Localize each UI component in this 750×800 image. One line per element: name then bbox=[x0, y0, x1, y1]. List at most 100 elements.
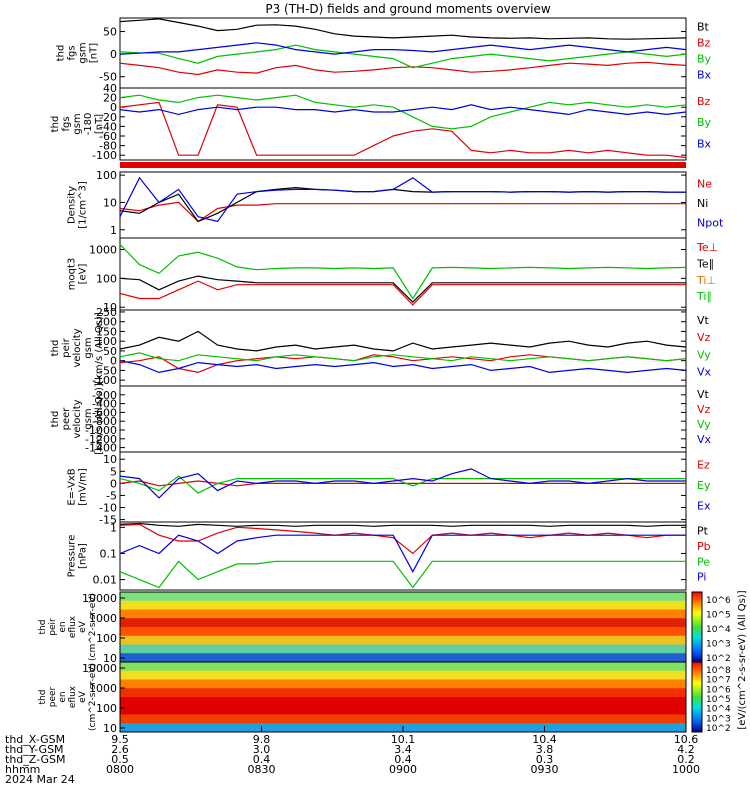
y-axis-label: eV bbox=[78, 620, 88, 633]
x-tick-label: 10.4 bbox=[532, 733, 557, 746]
colorbar bbox=[691, 661, 703, 733]
colorbar-tick-label: 10^8 bbox=[706, 666, 731, 676]
legend-entry: Ey bbox=[697, 479, 711, 492]
y-axis-label: thd bbox=[50, 340, 61, 357]
y-tick-label: 5 bbox=[110, 465, 117, 478]
legend-entry: Bx bbox=[697, 68, 712, 81]
series-line-Vt bbox=[119, 330, 687, 352]
legend-entry: Ti∥ bbox=[696, 290, 712, 303]
colorbar-tick-label: 10^3 bbox=[706, 714, 731, 724]
spectrogram-band bbox=[120, 600, 686, 610]
x-row-label: thd_Y-GSM bbox=[5, 743, 64, 756]
date-label: 2024 Mar 24 bbox=[5, 773, 75, 786]
spectrogram-band bbox=[120, 662, 686, 672]
colorbar-tick-label: 10^4 bbox=[706, 625, 731, 635]
y-axis-label: -180 bbox=[83, 113, 94, 136]
panel-fgs-gsm: 50 0 -50 thd fgs gsm [nT] Bt Bz By Bx bbox=[56, 17, 712, 89]
legend-entry: By bbox=[697, 116, 712, 129]
y-tick-label: -600 bbox=[92, 406, 117, 419]
y-tick-label: 0 bbox=[110, 477, 117, 490]
spectrogram-band bbox=[120, 679, 686, 689]
y-tick-label: 150 bbox=[96, 325, 117, 338]
y-axis-label: [km/s (All Qs)] bbox=[94, 312, 105, 384]
legend-entry: Ex bbox=[697, 500, 711, 513]
orbit-bar bbox=[120, 162, 686, 168]
panel-temperature: 10 100 1000 moqt3 [eV] Te⊥ Te∥ Ti⊥ Ti∥ bbox=[67, 237, 718, 314]
legend-entry: Vz bbox=[697, 331, 711, 344]
y-tick-label: -20 bbox=[99, 111, 117, 124]
legend-entry: Npot bbox=[697, 216, 724, 229]
y-tick-label: 200 bbox=[96, 316, 117, 329]
y-tick-label: -100 bbox=[92, 149, 117, 162]
x-tick-label: 0.4 bbox=[253, 753, 271, 766]
spectrogram-band bbox=[120, 688, 686, 698]
legend-entry: Pe bbox=[697, 555, 710, 568]
x-tick-label: 0830 bbox=[248, 763, 276, 776]
series-line-Ex bbox=[119, 468, 686, 499]
y-axis-label: velocity bbox=[72, 328, 83, 367]
y-axis-label: gsm bbox=[78, 42, 89, 63]
y-tick-label: 100 bbox=[96, 632, 117, 645]
y-tick-label: 1000 bbox=[89, 243, 117, 256]
colorbar-tick-label: 10^2 bbox=[706, 724, 731, 734]
legend-entry: Ne bbox=[697, 178, 712, 191]
legend-entry: Vz bbox=[697, 403, 711, 416]
series-line-By bbox=[119, 44, 687, 69]
series-line-Pe bbox=[119, 560, 686, 589]
spectrogram-band bbox=[120, 714, 686, 724]
spectrogram-band bbox=[120, 592, 686, 602]
y-tick-label: -1000 bbox=[85, 424, 117, 437]
y-axis-label: peir bbox=[61, 337, 72, 357]
spectrogram-peer-en-eflux: 10000 1000 100 10 thd peer en eflux eV (cm^2-s-sr… bbox=[38, 661, 731, 735]
colorbar-tick-label: 10^6 bbox=[706, 685, 731, 695]
x-tick-label: 9.8 bbox=[253, 733, 271, 746]
x-row-label: hhmm bbox=[5, 763, 40, 776]
y-axis-label: eflux bbox=[68, 615, 78, 638]
y-tick-label: 10 bbox=[103, 301, 117, 314]
y-tick-label: -80 bbox=[99, 140, 117, 153]
y-tick-label: 250 bbox=[96, 306, 117, 319]
y-tick-label: -1400 bbox=[85, 442, 117, 455]
spectrogram-band bbox=[120, 653, 686, 663]
series-line-Ne bbox=[119, 201, 686, 223]
y-axis-label: [eV] bbox=[78, 264, 89, 285]
y-axis-label: (cm^2-s-sr-eV) bbox=[88, 663, 98, 731]
y-tick-label: 100 bbox=[96, 702, 117, 715]
y-axis-label: thd bbox=[50, 116, 61, 133]
legend-entry: Ti⊥ bbox=[696, 274, 716, 287]
spectrogram-band bbox=[120, 644, 686, 654]
y-axis-label: (cm^2-s-sr-eV) bbox=[88, 593, 98, 661]
legend-entry: Te∥ bbox=[696, 257, 714, 270]
x-tick-label: 0930 bbox=[531, 763, 559, 776]
y-tick-label: -50 bbox=[99, 71, 117, 84]
y-axis-label: thd bbox=[50, 411, 61, 428]
y-tick-label: 50 bbox=[103, 26, 117, 39]
legend-entry: Vx bbox=[697, 366, 712, 379]
series-line-Te⊥ bbox=[119, 280, 686, 306]
y-axis-label: velocity bbox=[72, 399, 83, 438]
spectrogram-band bbox=[120, 635, 686, 645]
colorbar-tick-label: 10^6 bbox=[706, 596, 731, 606]
spectrogram-band bbox=[120, 697, 686, 707]
y-tick-label: -1200 bbox=[85, 433, 117, 446]
series-line-Ey bbox=[119, 475, 686, 494]
y-tick-label: -800 bbox=[92, 415, 117, 428]
y-axis-label: [nT] bbox=[94, 114, 105, 134]
y-axis-label: peer bbox=[48, 686, 58, 707]
y-tick-label: -5 bbox=[106, 489, 117, 502]
y-axis-label: [nPa] bbox=[78, 543, 89, 569]
x-tick-label: 0900 bbox=[389, 763, 417, 776]
y-axis-label: [km/s (All Qs)] bbox=[94, 383, 105, 455]
legend-entry: Bt bbox=[697, 21, 710, 34]
x-tick-label: 0.3 bbox=[536, 753, 554, 766]
y-axis-label: Density bbox=[67, 186, 78, 224]
spectrogram-peir-en-eflux: 10000 1000 100 10 thd peir en eflux eV (cm^2-s-sr… bbox=[38, 591, 731, 665]
y-tick-label: 10 bbox=[103, 652, 117, 665]
legend-entry: Vy bbox=[697, 348, 711, 361]
legend-entry: Pt bbox=[697, 524, 709, 537]
